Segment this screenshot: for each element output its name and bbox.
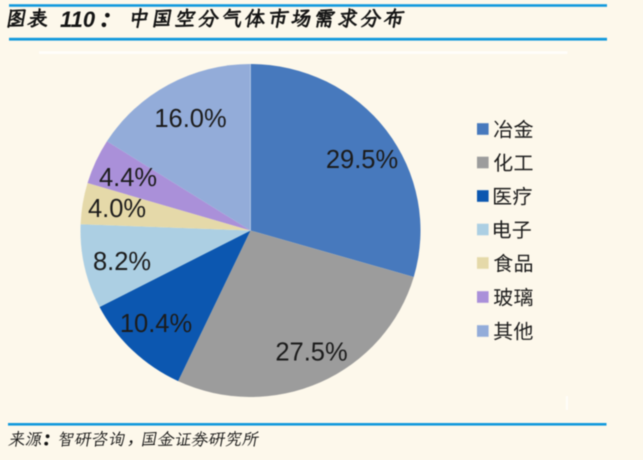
svg-text:27.5%: 27.5% [275,338,347,366]
svg-text:10.4%: 10.4% [120,310,192,338]
svg-text:8.2%: 8.2% [93,248,151,276]
svg-text:16.0%: 16.0% [154,105,226,133]
svg-text:4.4%: 4.4% [99,164,157,192]
svg-text:110: 110 [60,7,96,32]
svg-text:29.5%: 29.5% [326,146,398,174]
svg-text:4.0%: 4.0% [88,195,146,223]
